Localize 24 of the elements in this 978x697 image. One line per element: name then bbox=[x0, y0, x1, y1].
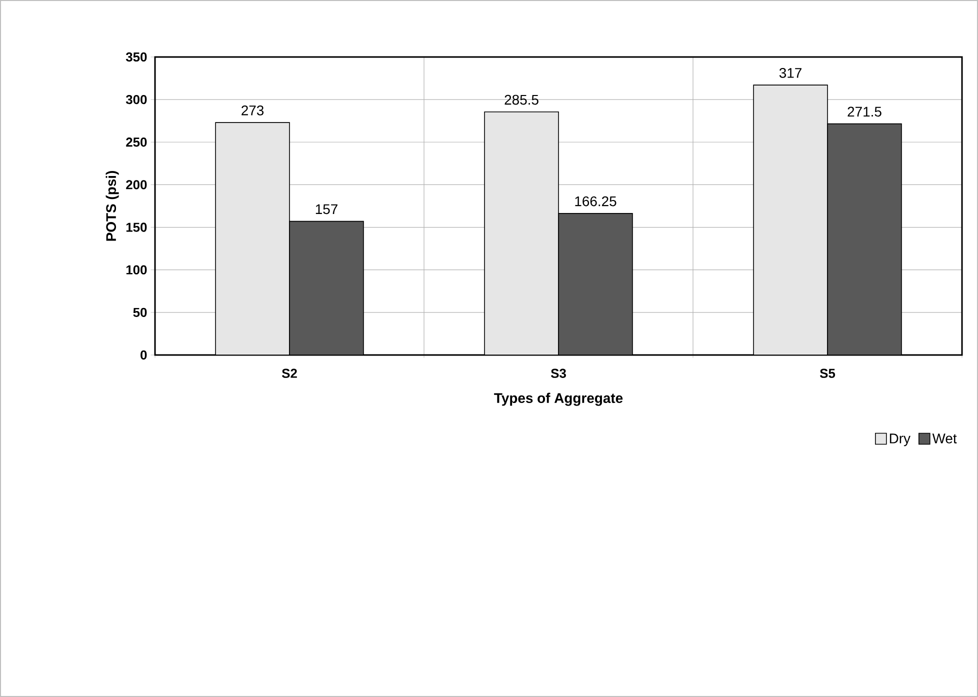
y-tick-label: 150 bbox=[126, 222, 147, 232]
y-tick-label: 300 bbox=[126, 94, 147, 104]
legend-label: Dry bbox=[890, 434, 910, 446]
x-tick-label: S2 bbox=[282, 368, 297, 378]
x-axis-title: Types of Aggregate bbox=[494, 392, 623, 406]
data-label: 285.5 bbox=[504, 94, 538, 105]
y-tick-label: 350 bbox=[126, 52, 147, 62]
x-tick-label: S3 bbox=[550, 368, 566, 378]
y-tick-label: 250 bbox=[126, 138, 147, 147]
x-tick-label: S5 bbox=[820, 368, 836, 378]
y-tick-label: 200 bbox=[126, 180, 147, 190]
data-label: 157 bbox=[316, 204, 338, 214]
bar bbox=[484, 112, 559, 355]
data-label: 166.25 bbox=[575, 196, 616, 206]
bar bbox=[215, 122, 290, 355]
y-tick-label: 50 bbox=[133, 308, 147, 317]
data-label: 273 bbox=[242, 105, 264, 116]
bar bbox=[753, 84, 828, 355]
y-axis-title: POTS (psi) bbox=[106, 171, 119, 241]
y-tick-label: 0 bbox=[140, 350, 147, 360]
y-tick-label: 100 bbox=[126, 265, 147, 274]
legend-label: Wet bbox=[932, 434, 957, 444]
data-label: 271.5 bbox=[848, 106, 882, 117]
data-label: 317 bbox=[779, 68, 802, 78]
